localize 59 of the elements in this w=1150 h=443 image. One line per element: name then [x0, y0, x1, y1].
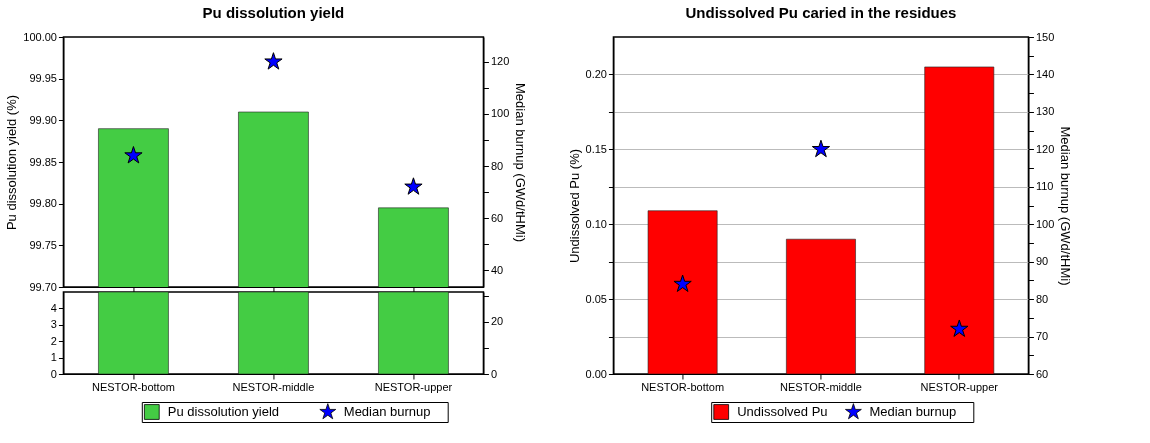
y-tick-label: 0.20 — [585, 67, 607, 80]
point — [124, 146, 143, 164]
y-tick-label: 99.80 — [29, 197, 57, 210]
legend-label: Median burnup — [343, 404, 431, 419]
legend-label: Undissolved Pu — [737, 404, 828, 419]
y2-tick-label: 120 — [1035, 142, 1055, 155]
x-tick-label: NESTOR-middle — [232, 380, 315, 393]
y2-tick-label: 80 — [490, 159, 504, 172]
chart-title: Undissolved Pu caried in the residues — [685, 4, 957, 21]
y-tick-label: 99.70 — [29, 280, 57, 293]
point — [811, 139, 831, 158]
y-tick-label: 0.05 — [585, 292, 607, 305]
y2-tick-label: 80 — [1035, 292, 1049, 305]
y-tick-label: 99.95 — [29, 72, 57, 85]
y2-tick-label: 0 — [490, 367, 498, 380]
y2-tick-label: 100 — [490, 107, 510, 120]
y2-axis-title: Median burnup (GWd/tHMi) — [513, 83, 529, 242]
y2-tick-label: 100 — [1035, 217, 1055, 230]
chart-title: Pu dissolution yield — [202, 4, 345, 21]
y2-tick-label: 120 — [490, 55, 510, 68]
y-tick-label: 0.00 — [585, 367, 607, 380]
bar — [786, 238, 856, 374]
x-tick-label: NESTOR-bottom — [641, 380, 725, 393]
y2-tick-label: 60 — [490, 211, 504, 224]
y-tick-label: 99.75 — [29, 238, 57, 251]
y-tick-label: 99.90 — [29, 113, 57, 126]
y2-axis-title: Median burnup (GWd/tHMi) — [1058, 126, 1074, 286]
y2-tick-label: 20 — [490, 315, 504, 328]
y-tick-label: 100.00 — [23, 30, 57, 43]
y-tick-label: 0.10 — [585, 217, 607, 230]
y-axis-title: Undissolved Pu (%) — [566, 148, 582, 264]
x-tick-label: NESTOR-upper — [920, 380, 999, 393]
bar — [647, 210, 718, 374]
x-tick-label: NESTOR-upper — [374, 380, 453, 393]
y-tick-label: 2 — [50, 334, 57, 347]
y2-tick-label: 150 — [1035, 30, 1055, 43]
y2-tick-label: 40 — [490, 263, 504, 276]
legend-label: Pu dissolution yield — [167, 404, 280, 419]
point — [673, 274, 692, 292]
y-tick-label: 1 — [50, 351, 57, 364]
y2-tick-label: 90 — [1035, 255, 1049, 268]
y-tick-label: 0.15 — [585, 142, 607, 155]
point — [950, 319, 969, 337]
x-tick-label: NESTOR-bottom — [91, 380, 175, 393]
y2-tick-label: 70 — [1035, 330, 1049, 343]
y-tick-label: 3 — [50, 318, 57, 331]
y-tick-label: 4 — [50, 301, 57, 314]
y-tick-label: 99.85 — [29, 155, 57, 168]
point — [404, 177, 423, 195]
y2-tick-label: 140 — [1035, 67, 1055, 80]
point — [264, 52, 283, 70]
y-axis-title: Pu dissolution yield (%) — [4, 94, 20, 231]
y2-tick-label: 110 — [1035, 180, 1054, 193]
y2-tick-label: 60 — [1035, 367, 1049, 380]
legend-label: Median burnup — [869, 404, 957, 419]
x-tick-label: NESTOR-middle — [780, 380, 862, 393]
y2-tick-label: 130 — [1035, 105, 1055, 118]
bar — [924, 66, 995, 374]
y-tick-label: 0 — [50, 367, 57, 380]
